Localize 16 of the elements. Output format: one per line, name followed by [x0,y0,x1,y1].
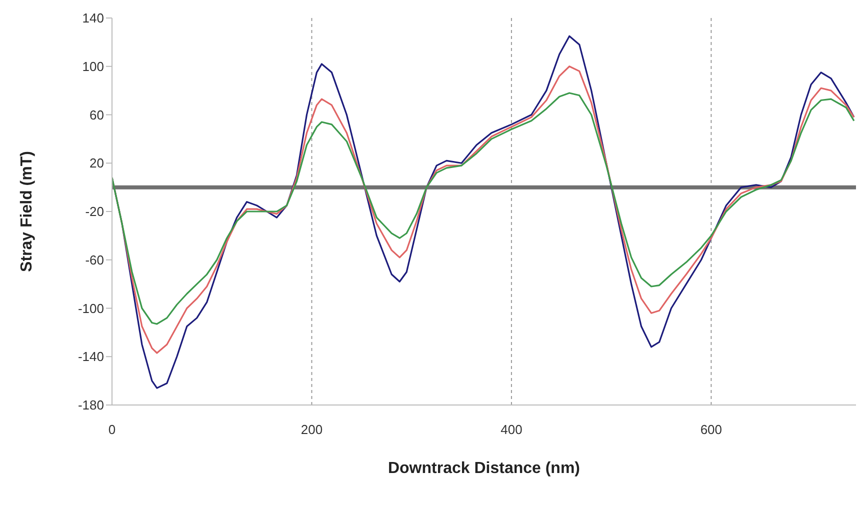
y-tick-label: 140 [82,10,104,26]
y-tick-label: 20 [90,156,104,171]
x-tick-label: 400 [500,422,522,438]
y-tick-label: -20 [85,204,104,220]
y-tick-label: -100 [78,300,104,316]
y-axis-title: Stray Field (mT) [18,151,36,272]
x-axis-title: Downtrack Distance (nm) [388,460,580,477]
x-tick-label: 0 [108,422,116,438]
x-tick-label: 600 [700,422,722,438]
y-tick-label: 100 [82,58,104,74]
x-tick-label: 200 [300,422,323,438]
y-tick-label: -60 [85,252,104,268]
y-tick-label: 60 [90,107,104,122]
y-tick-label: -180 [78,398,104,413]
y-tick-label: -140 [78,349,104,364]
line-series [112,92,855,325]
